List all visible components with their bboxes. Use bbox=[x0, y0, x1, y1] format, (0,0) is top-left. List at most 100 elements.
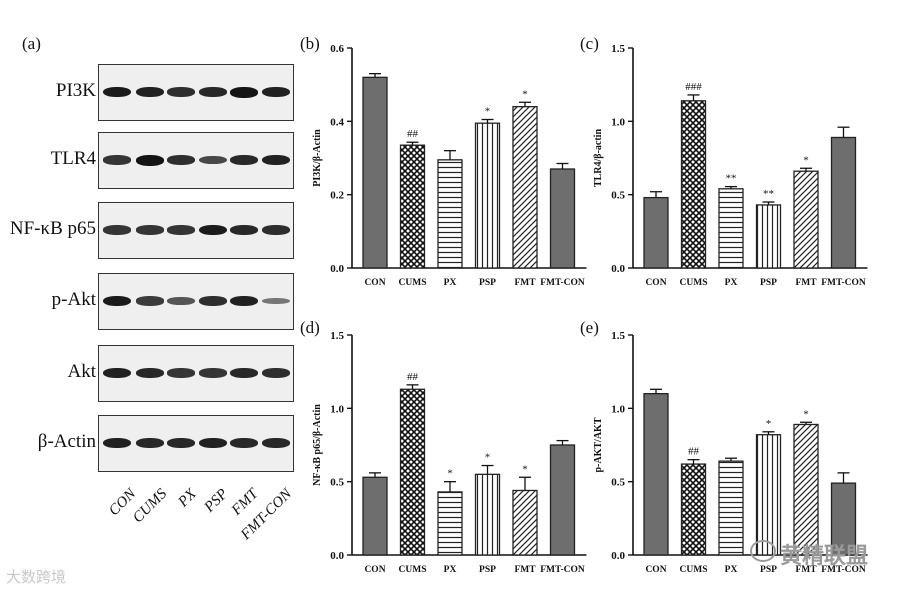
category-label: CUMS bbox=[399, 565, 427, 575]
watermark-right: 黄精联盟 bbox=[780, 544, 869, 569]
bar bbox=[680, 100, 707, 269]
y-tick-label: 1.5 bbox=[611, 43, 625, 55]
blot-row-label: p-Akt bbox=[51, 289, 96, 310]
y-axis-label: PI3K/β-Actin bbox=[312, 129, 323, 187]
panel-letter-d: (d) bbox=[300, 318, 320, 337]
significance-mark: * bbox=[522, 88, 528, 100]
category-label: FMT bbox=[795, 565, 817, 575]
y-tick-label: 0.6 bbox=[330, 43, 344, 55]
blot-row-label: PI3K bbox=[55, 80, 96, 101]
category-label: FMT bbox=[795, 278, 817, 288]
y-tick-label: 1.0 bbox=[330, 403, 344, 415]
blot-band bbox=[262, 225, 290, 235]
blot-band bbox=[262, 154, 290, 166]
bar bbox=[474, 122, 501, 269]
category-label: PX bbox=[725, 278, 738, 288]
blot-band bbox=[103, 225, 131, 235]
category-label: FMT-CON bbox=[821, 565, 866, 575]
category-label: PSP bbox=[479, 565, 496, 575]
blot-strip bbox=[98, 415, 294, 472]
bar bbox=[643, 393, 669, 556]
blot-band bbox=[136, 225, 164, 235]
category-label: CON bbox=[364, 565, 385, 575]
blot-band bbox=[199, 437, 227, 449]
category-label: FMT bbox=[514, 278, 536, 288]
significance-mark: ** bbox=[726, 173, 737, 185]
significance-mark: * bbox=[447, 468, 453, 480]
significance-mark: * bbox=[485, 452, 491, 464]
bar bbox=[830, 136, 857, 269]
y-tick-label: 1.0 bbox=[611, 116, 625, 128]
y-tick-label: 1.0 bbox=[611, 403, 625, 415]
y-tick-label: 0.5 bbox=[330, 477, 344, 489]
blot-band bbox=[167, 225, 195, 235]
blot-band bbox=[103, 367, 131, 379]
category-label: PSP bbox=[760, 565, 777, 575]
blot-band bbox=[103, 437, 131, 449]
blot-row-label: TLR4 bbox=[50, 148, 96, 169]
y-tick-label: 0.0 bbox=[611, 263, 625, 275]
blot-band bbox=[199, 368, 227, 378]
bar bbox=[755, 434, 782, 556]
blot-band bbox=[136, 154, 164, 166]
blot-band bbox=[230, 86, 258, 98]
significance-mark: * bbox=[522, 463, 528, 475]
blot-band bbox=[167, 297, 195, 305]
significance-mark: ## bbox=[407, 128, 419, 140]
bar bbox=[362, 476, 388, 556]
category-label: CUMS bbox=[680, 278, 708, 288]
category-label: FMT-CON bbox=[540, 565, 585, 575]
blot-band bbox=[167, 437, 195, 449]
blot-band bbox=[103, 295, 131, 307]
panel-letter-c: (c) bbox=[580, 34, 599, 53]
category-label: PSP bbox=[479, 278, 496, 288]
blot-band bbox=[230, 154, 258, 166]
blot-band bbox=[136, 296, 164, 306]
y-axis-label: TLR4/β-actin bbox=[593, 129, 604, 187]
bar bbox=[399, 144, 426, 269]
blot-strip bbox=[98, 345, 294, 402]
category-label: CON bbox=[645, 565, 666, 575]
bar bbox=[512, 489, 538, 556]
y-tick-label: 0.5 bbox=[611, 190, 625, 202]
blot-band bbox=[167, 87, 195, 97]
y-tick-label: 0.5 bbox=[611, 477, 625, 489]
category-label: PX bbox=[444, 565, 457, 575]
blot-band bbox=[103, 155, 131, 165]
significance-mark: * bbox=[803, 154, 809, 166]
blot-row-label: β-Actin bbox=[37, 431, 96, 452]
bar bbox=[399, 388, 426, 556]
bar bbox=[474, 473, 501, 556]
y-axis-label: p-AKT/AKT bbox=[593, 417, 604, 472]
panel-letter-a: (a) bbox=[22, 34, 41, 53]
significance-mark: * bbox=[803, 408, 809, 420]
blot-strip bbox=[98, 132, 294, 189]
blot-band bbox=[199, 155, 227, 165]
blot-band bbox=[136, 367, 164, 379]
blot-band bbox=[136, 437, 164, 449]
category-label: FMT-CON bbox=[821, 278, 866, 288]
significance-mark: ## bbox=[688, 446, 700, 458]
bar bbox=[512, 106, 538, 269]
category-label: CON bbox=[645, 278, 666, 288]
bar bbox=[718, 188, 744, 269]
blot-band bbox=[230, 437, 258, 449]
bar bbox=[793, 170, 819, 269]
significance-mark: ** bbox=[763, 188, 774, 200]
blot-band bbox=[167, 155, 195, 165]
bar bbox=[549, 168, 576, 269]
significance-mark: ## bbox=[407, 371, 419, 383]
blot-band bbox=[103, 86, 131, 98]
bar bbox=[793, 423, 819, 556]
blot-strip bbox=[98, 64, 294, 121]
blot-band bbox=[136, 86, 164, 98]
bar bbox=[437, 491, 463, 556]
blot-band bbox=[199, 224, 227, 236]
wechat-icon bbox=[750, 540, 776, 562]
watermark-left: 大数跨境 bbox=[6, 568, 67, 586]
blot-strip bbox=[98, 202, 294, 259]
blot-band bbox=[230, 224, 258, 236]
blot-band bbox=[262, 368, 290, 378]
y-axis-label: NF-κB p65/β-Actin bbox=[312, 404, 323, 486]
